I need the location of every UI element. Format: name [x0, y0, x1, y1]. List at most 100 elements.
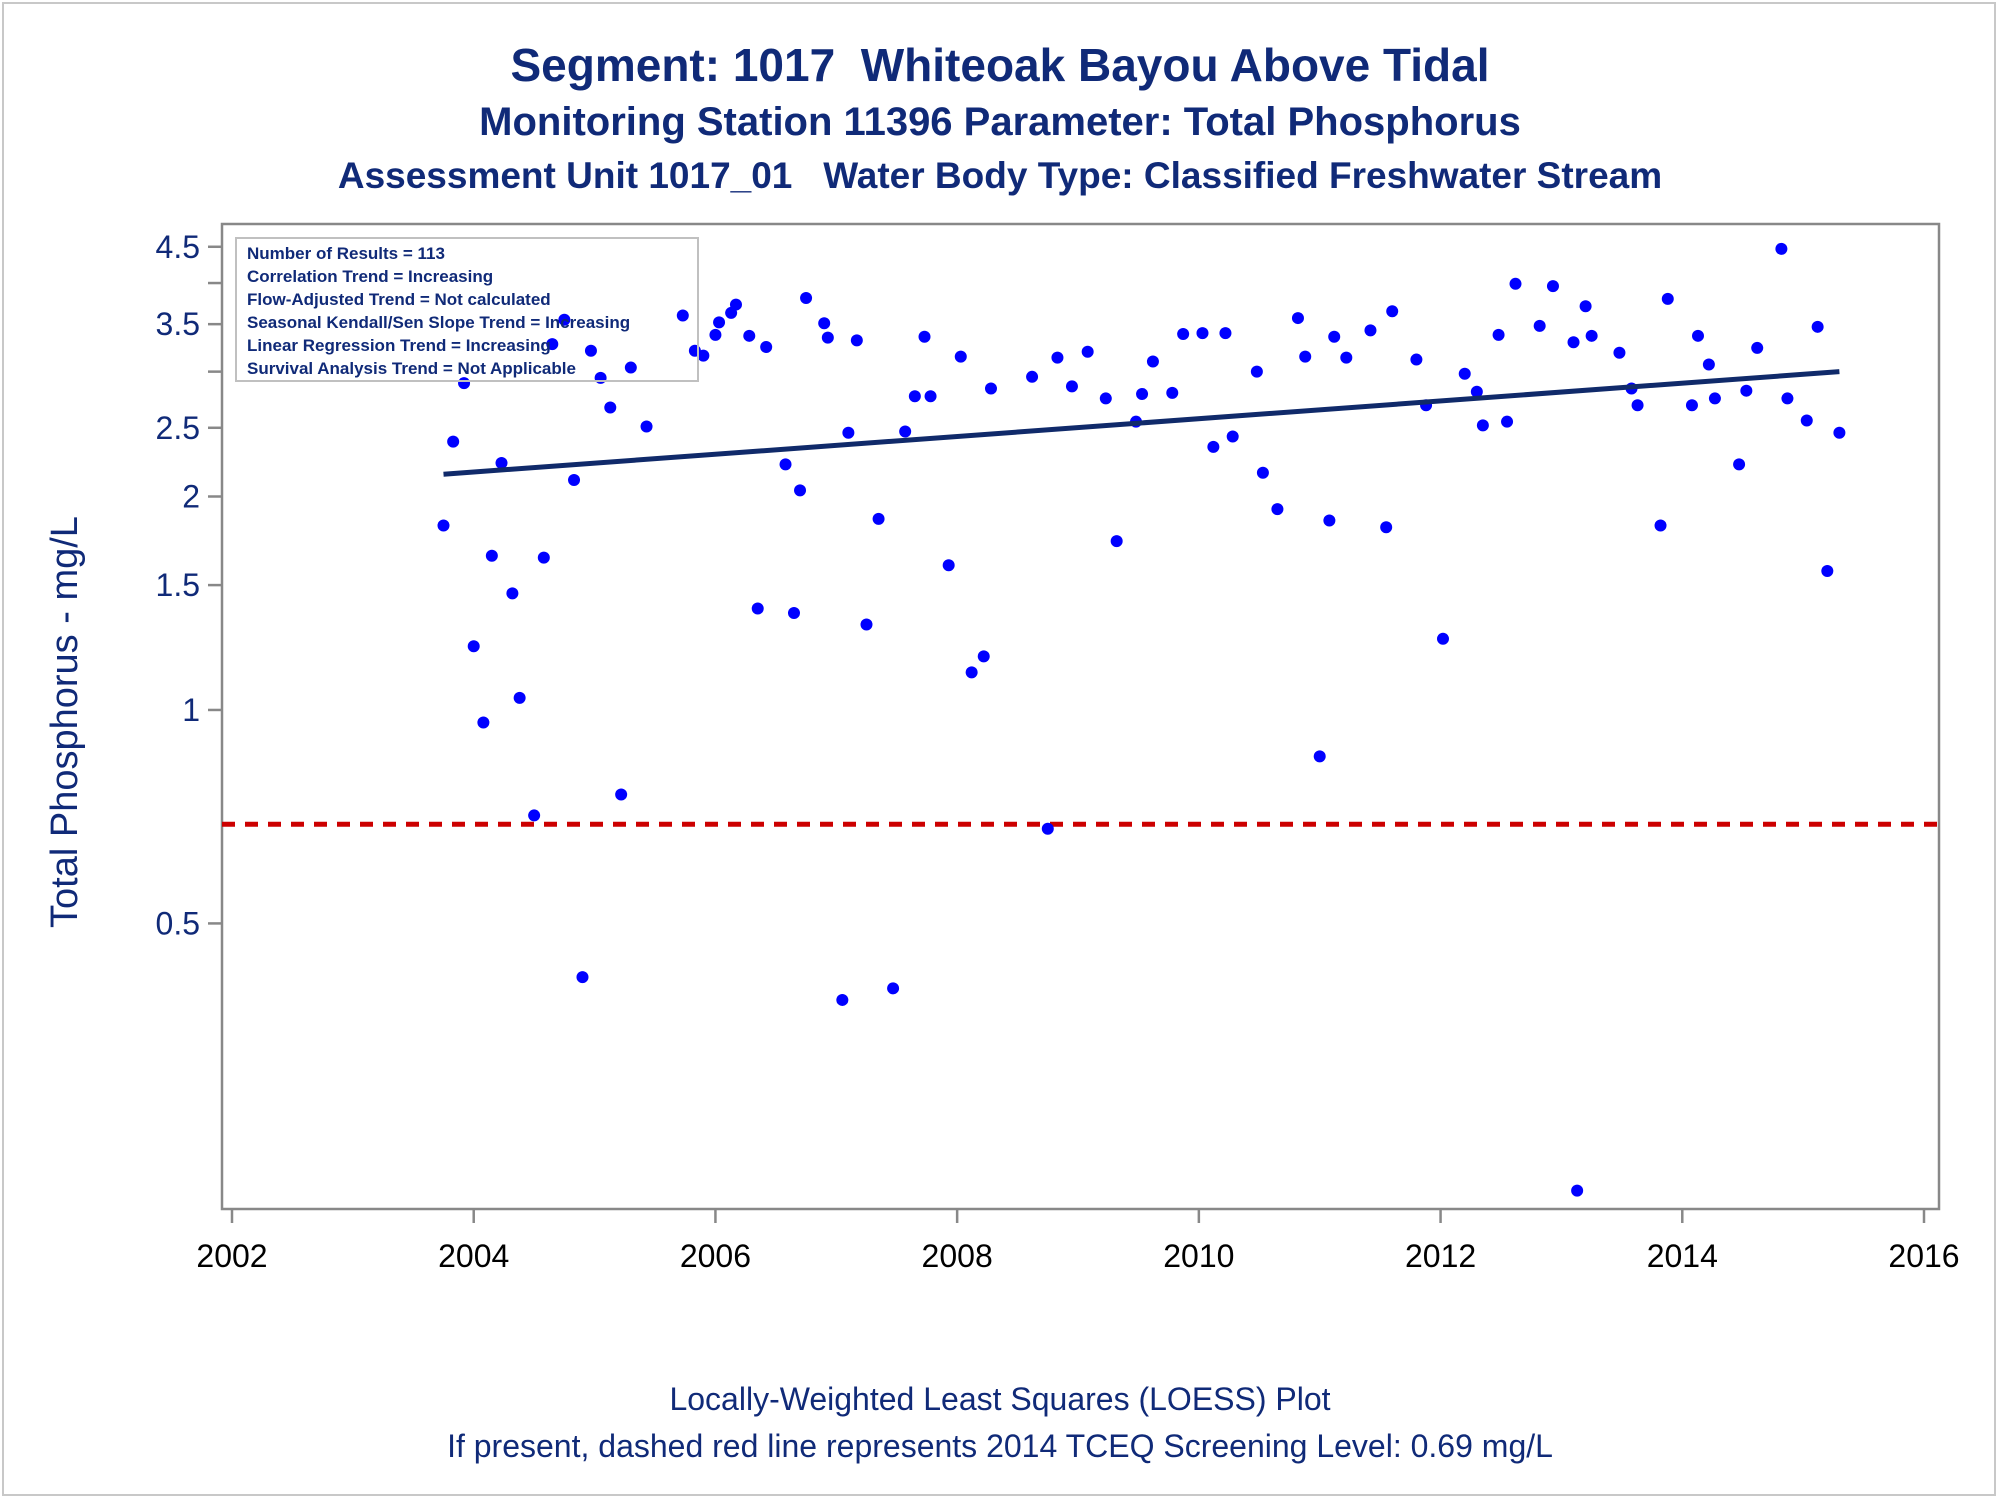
data-point [836, 993, 849, 1006]
data-point [697, 349, 710, 362]
x-axis: 2002 2004 2006 2008 2010 2012 2014 2016 [196, 1209, 1960, 1274]
data-point [615, 788, 628, 801]
chart-title: Segment: 1017 Whiteoak Bayou Above Tidal [510, 39, 1490, 91]
y-tick-label: 0.5 [156, 905, 200, 941]
data-point [984, 382, 997, 395]
chart-subtitle: Monitoring Station 11396 Parameter: Tota… [479, 100, 1521, 144]
data-point [713, 316, 726, 329]
data-point [1585, 329, 1598, 342]
data-point [676, 309, 689, 322]
data-point [1702, 358, 1715, 371]
data-point [1691, 329, 1704, 342]
x-tick-label: 2010 [1163, 1238, 1234, 1274]
data-point [1492, 328, 1505, 341]
data-point [1533, 319, 1546, 332]
stats-line: Number of Results = 113 [247, 244, 445, 263]
plot-area-border [220, 222, 1941, 1211]
data-point [485, 549, 498, 562]
data-point [1579, 300, 1592, 313]
data-point [794, 484, 807, 497]
data-point [800, 292, 813, 305]
data-point [1410, 353, 1423, 366]
data-point [1041, 822, 1054, 835]
data-point [1775, 242, 1788, 255]
stats-line: Linear Regression Trend = Increasing [247, 336, 551, 355]
data-point [437, 519, 450, 532]
stats-line: Flow-Adjusted Trend = Not calculated [247, 290, 551, 309]
trend-line [443, 369, 1840, 477]
data-point [942, 559, 955, 572]
data-point [1250, 365, 1263, 378]
data-point [924, 390, 937, 403]
data-point [1110, 535, 1123, 548]
data-point [1800, 414, 1813, 427]
data-point [568, 474, 581, 487]
data-point [1546, 280, 1559, 293]
data-point [1509, 277, 1522, 290]
data-point [546, 338, 559, 351]
data-point [1811, 320, 1824, 333]
x-tick-label: 2006 [680, 1238, 751, 1274]
data-point [1219, 327, 1232, 340]
data-point [1631, 399, 1644, 412]
data-point [1313, 750, 1326, 763]
data-point [1051, 351, 1064, 364]
data-point [584, 344, 597, 357]
data-point [1291, 312, 1304, 325]
data-point [604, 401, 617, 414]
data-point [1364, 324, 1377, 337]
x-tick-label: 2002 [196, 1238, 267, 1274]
stats-line: Seasonal Kendall/Sen Slope Trend = Incre… [247, 313, 630, 332]
data-point [1136, 387, 1149, 400]
data-point [1271, 503, 1284, 516]
chart-subtitle-2: Assessment Unit 1017_01 Water Body Type:… [337, 155, 1663, 196]
y-tick-label: 2 [182, 479, 200, 515]
data-point [1613, 346, 1626, 359]
data-point [872, 512, 885, 525]
data-point [1323, 514, 1336, 527]
data-point [1299, 350, 1312, 363]
data-point [965, 666, 978, 679]
y-axis: 0.5 1 1.5 2 2.5 3.5 4.5 [156, 229, 222, 941]
data-point [954, 350, 967, 363]
stats-box: Number of Results = 113 Correlation Tren… [235, 237, 699, 382]
data-point [1081, 345, 1094, 358]
stats-box-border [235, 237, 699, 382]
data-point [1476, 419, 1489, 432]
data-point [709, 328, 722, 341]
data-point [1256, 466, 1269, 479]
data-point [887, 982, 900, 995]
data-point [513, 691, 526, 704]
footnote-screening-level: If present, dashed red line represents 2… [447, 1428, 1553, 1464]
data-point [624, 361, 637, 374]
data-point [447, 435, 460, 448]
x-tick-label: 2014 [1647, 1238, 1718, 1274]
data-point [760, 340, 773, 353]
data-point [751, 602, 764, 615]
data-point [467, 640, 480, 653]
data-point [1661, 292, 1674, 305]
y-tick-label: 2.5 [156, 410, 200, 446]
data-point [1065, 380, 1078, 393]
y-tick-label: 4.5 [156, 229, 200, 265]
data-point [558, 313, 571, 326]
data-point [1821, 565, 1834, 578]
data-point [1654, 519, 1667, 532]
data-point [1436, 632, 1449, 645]
data-point [1099, 392, 1112, 405]
data-point [908, 390, 921, 403]
data-point [1328, 330, 1341, 343]
x-tick-label: 2008 [922, 1238, 993, 1274]
data-point [1177, 327, 1190, 340]
x-tick-label: 2004 [438, 1238, 509, 1274]
data-point [1740, 384, 1753, 397]
data-points [437, 242, 1846, 1197]
data-point [842, 426, 855, 439]
y-tick-label: 1.5 [156, 567, 200, 603]
data-point [576, 971, 589, 984]
stats-line: Survival Analysis Trend = Not Applicable [247, 359, 576, 378]
data-point [1026, 370, 1039, 383]
data-point [729, 298, 742, 311]
